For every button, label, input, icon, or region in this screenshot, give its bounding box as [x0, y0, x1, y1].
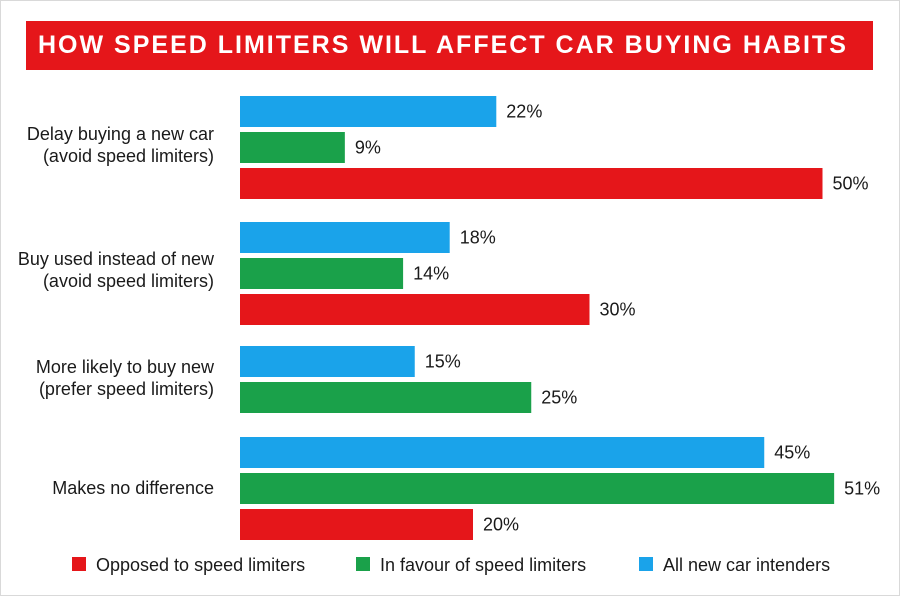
bar [240, 96, 497, 127]
bar [240, 346, 415, 377]
legend-swatch [639, 557, 653, 571]
category-label: (avoid speed limiters) [43, 271, 214, 291]
data-label: 14% [413, 264, 449, 284]
title-banner: HOW SPEED LIMITERS WILL AFFECT CAR BUYIN… [26, 21, 873, 70]
data-label: 15% [425, 352, 461, 372]
category-label: Delay buying a new car [27, 124, 214, 144]
data-label: 50% [833, 174, 869, 194]
data-label: 51% [844, 479, 880, 499]
data-label: 9% [355, 138, 381, 158]
category-label: (prefer speed limiters) [39, 379, 214, 399]
category-label: Buy used instead of new [18, 249, 215, 269]
legend-swatch [72, 557, 86, 571]
data-label: 22% [506, 102, 542, 122]
data-label: 25% [541, 388, 577, 408]
bar [240, 382, 532, 413]
legend-label: Opposed to speed limiters [96, 555, 305, 575]
bar [240, 258, 404, 289]
bar [240, 132, 345, 163]
legend-swatch [356, 557, 370, 571]
data-label: 18% [460, 228, 496, 248]
bar [240, 168, 823, 199]
chart-title: HOW SPEED LIMITERS WILL AFFECT CAR BUYIN… [38, 31, 848, 59]
legend-label: All new car intenders [663, 555, 830, 575]
bar [240, 294, 590, 325]
bar [240, 509, 473, 540]
bar [240, 222, 450, 253]
bar [240, 473, 835, 504]
category-label: (avoid speed limiters) [43, 146, 214, 166]
bar [240, 437, 765, 468]
data-label: 20% [483, 515, 519, 535]
legend-label: In favour of speed limiters [380, 555, 586, 575]
category-label: More likely to buy new [36, 357, 215, 377]
data-label: 45% [774, 443, 810, 463]
category-label: Makes no difference [52, 478, 214, 498]
data-label: 30% [600, 300, 636, 320]
